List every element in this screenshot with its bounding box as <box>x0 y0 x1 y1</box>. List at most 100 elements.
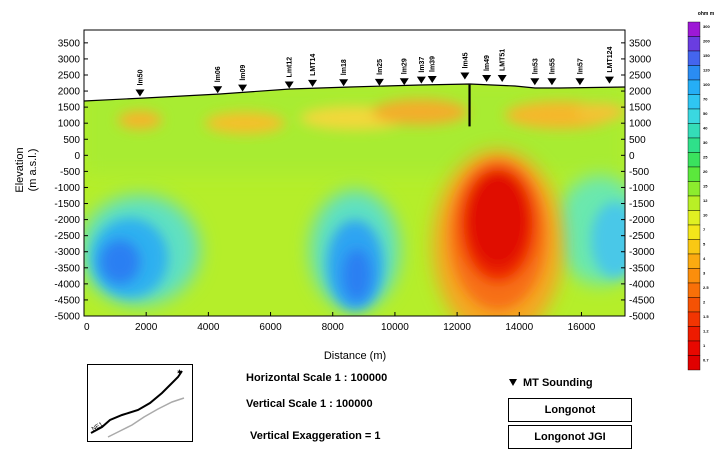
y-tick-label-right: -1000 <box>629 183 655 194</box>
colorbar-swatch <box>687 297 701 313</box>
mt-station-marker <box>213 86 223 94</box>
y-tick-label-left: -1000 <box>54 183 80 194</box>
x-tick-label: 2000 <box>135 322 158 333</box>
colorbar-swatch <box>687 340 701 356</box>
y-tick-label-right: -3500 <box>629 263 655 274</box>
mt-sounding-legend-label: MT Sounding <box>523 377 593 389</box>
colorbar-swatch <box>687 239 701 255</box>
y-tick-label-left: -5000 <box>54 312 80 323</box>
x-tick-label: 10000 <box>381 322 409 333</box>
colorbar-swatch <box>687 123 701 139</box>
y-tick-label-right: -500 <box>629 167 649 178</box>
y-tick-label-right: -3000 <box>629 247 655 258</box>
mt-station-marker <box>416 76 426 84</box>
y-tick-label-left: -500 <box>60 167 80 178</box>
mt-station-marker <box>575 78 585 86</box>
colorbar-label: 1 <box>703 343 706 348</box>
colorbar-label: 1.5 <box>703 314 709 319</box>
vertical-exaggeration-text: Vertical Exaggeration = 1 <box>250 430 381 442</box>
y-tick-label-right: 3000 <box>629 54 652 65</box>
mt-station-marker <box>284 81 294 89</box>
y-tick-label-left: -2000 <box>54 215 80 226</box>
mt-station-label: lm39 <box>430 56 437 72</box>
x-tick-label: 0 <box>84 322 90 333</box>
y-tick-label-right: 3500 <box>629 38 652 49</box>
y-axis-right: 3500 3000 2500 2000 1500 1000 500 0 -500 -1000 -15… <box>621 38 655 323</box>
y-tick-label-right: -2000 <box>629 215 655 226</box>
mt-station-label: lm55 <box>549 58 556 74</box>
colorbar-swatch <box>687 355 701 371</box>
colorbar-label: 20 <box>703 169 708 174</box>
colorbar-swatch <box>687 210 701 226</box>
colorbar-label: 7 <box>703 227 706 232</box>
y-tick-label-right: 500 <box>629 135 646 146</box>
colorbar-swatch <box>687 152 701 168</box>
mt-station-marker <box>308 79 318 87</box>
profile-label: NE1 <box>91 421 105 432</box>
y-tick-label-left: -4500 <box>54 295 80 306</box>
colorbar-label: 1.2 <box>703 329 709 334</box>
mt-station-marker <box>547 78 557 86</box>
x-tick-label: 16000 <box>568 322 596 333</box>
colorbar-swatch <box>687 36 701 52</box>
mt-station-marker <box>604 76 614 84</box>
mt-station-label: lm45 <box>462 52 469 68</box>
y-tick-label-right: -1500 <box>629 199 655 210</box>
x-tick-label: 12000 <box>443 322 471 333</box>
colorbar-label: 10 <box>703 213 708 218</box>
mt-station-label: lm25 <box>377 59 384 75</box>
north-arrow-icon: ✱ <box>177 369 182 376</box>
mt-station-label: lm09 <box>240 65 247 81</box>
x-tick-label: 4000 <box>197 322 220 333</box>
mt-stations: lm50 lm06 lm09 Lmt12 LMT14 lm18 lm25 lm29 lm37 lm… <box>135 46 614 97</box>
legend-box-longonot-jgi: Longonot JGI <box>508 425 632 449</box>
colorbar-label: 150 <box>703 53 710 58</box>
colorbar-label: 30 <box>703 140 708 145</box>
x-tick-label: 14000 <box>505 322 533 333</box>
y-tick-label-right: 0 <box>629 151 635 162</box>
mt-station-label: LMT14 <box>310 54 317 76</box>
colorbar-label: 100 <box>703 82 710 87</box>
mt-station-label: LMT51 <box>500 49 507 71</box>
mt-station-label: lm37 <box>419 57 426 73</box>
colorbar-label: 12 <box>703 198 708 203</box>
plot-frame <box>83 29 626 317</box>
colorbar-label: 4 <box>703 256 706 261</box>
y-tick-label-left: -2500 <box>54 231 80 242</box>
y-tick-label-left: 500 <box>63 135 80 146</box>
legend-box-longonot: Longonot <box>508 398 632 422</box>
mt-sounding-legend-marker <box>509 379 517 386</box>
colorbar-swatch <box>687 108 701 124</box>
y-tick-label-right: -4000 <box>629 279 655 290</box>
y-tick-label-right: -4500 <box>629 295 655 306</box>
mt-station-label: lm53 <box>532 58 539 74</box>
colorbar-swatch <box>687 195 701 211</box>
colorbar-swatch <box>687 326 701 342</box>
colorbar-label: 300 <box>703 24 710 29</box>
y-tick-label-left: 2500 <box>58 70 81 81</box>
topography-line <box>83 83 626 102</box>
y-tick-label-left: -1500 <box>54 199 80 210</box>
colorbar-swatch <box>687 21 701 37</box>
mt-station-label: lm29 <box>402 58 409 74</box>
colorbar-unit: ohm m <box>698 11 715 17</box>
colorbar-swatch <box>687 253 701 269</box>
mt-station-marker <box>460 72 470 80</box>
y-tick-label-left: 3500 <box>58 38 81 49</box>
mt-station-label: lm57 <box>577 58 584 74</box>
colorbar-label: 2.5 <box>703 285 709 290</box>
mt-station-marker <box>135 89 145 97</box>
colorbar-label: 120 <box>703 68 710 73</box>
mt-station-marker <box>374 78 384 86</box>
y-tick-label-left: 1000 <box>58 119 81 130</box>
y-tick-label-right: 2500 <box>629 70 652 81</box>
location-map: NE1 ✱ <box>87 364 193 442</box>
y-tick-label-left: 0 <box>74 151 80 162</box>
y-tick-label-left: -3000 <box>54 247 80 258</box>
y-tick-label-right: -5000 <box>629 312 655 323</box>
colorbar: 30020015012010070504030252015121075432.5… <box>687 21 710 371</box>
colorbar-label: 5 <box>703 242 706 247</box>
colorbar-label: 2 <box>703 300 706 305</box>
colorbar-swatch <box>687 137 701 153</box>
